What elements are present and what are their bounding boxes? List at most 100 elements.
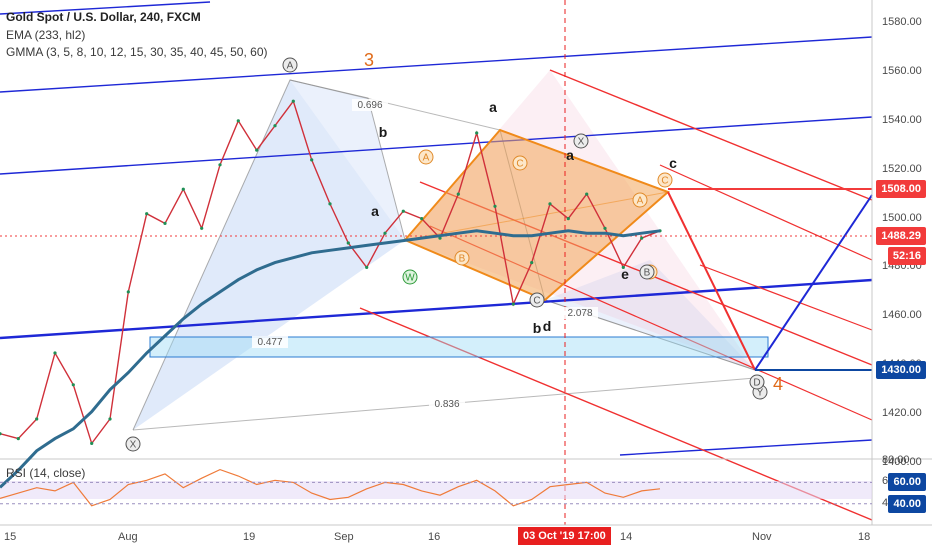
price-tag: 1508.00 [876,180,926,198]
price-point [346,241,350,245]
gray-circled-label: D [749,374,765,390]
time-axis-tick: Sep [334,531,354,543]
price-point [273,124,277,128]
price-point [548,202,552,206]
orange-circled-label: B [454,250,470,266]
price-axis-tick: 1400.00 [882,456,922,468]
rsi-band [0,481,872,499]
price-point [291,99,295,103]
blue-channel-topmost [0,1,211,15]
harmonic-fill-left [133,80,405,430]
rsi-series-line [0,468,661,507]
price-point [145,212,149,216]
annotation-layer: 34ababacedABCABCWXYCDBXA0.6962.0780.4770… [125,50,783,452]
orange-circled-label: C [512,155,528,171]
wave-letter-label: a [489,99,497,115]
wave-letter-label: a [371,203,379,219]
symbol-title[interactable]: Gold Spot / U.S. Dollar, 240, FXCM [6,10,201,24]
ratio-label: 0.696 [352,99,388,111]
svg-text:B: B [459,254,466,265]
series-layer [0,99,872,507]
price-axis-tick: 1420.00 [882,407,922,420]
price-point [401,209,405,213]
gray-circled-label: A [282,57,298,73]
price-point [90,441,94,445]
red-channel-1 [549,69,873,201]
price-axis-tick: 1520.00 [882,162,922,175]
orange-pattern-diag [404,191,669,241]
price-point [255,148,259,152]
price-point [218,163,222,167]
red-channel-6 [699,264,873,331]
elliott-wave-label: 4 [773,374,783,394]
price-point [475,131,479,135]
ratio-label: 0.836 [429,398,465,410]
rsi-legend[interactable]: RSI (14, close) [6,466,86,480]
svg-text:B: B [644,268,651,279]
svg-text:Y: Y [757,388,764,399]
harmonic-fill-mid [290,80,405,240]
ratio-line-top [289,79,501,131]
price-point [236,119,240,123]
gray-circled-label: B [639,264,655,280]
price-point [566,217,570,221]
orange-circled-label: C [657,172,673,188]
svg-text:C: C [661,176,668,187]
price-point [126,290,130,294]
svg-text:D: D [753,378,760,389]
time-axis-tick: Nov [752,531,772,543]
harmonic-fill-right [545,260,755,370]
wave-letter-label: b [533,320,542,336]
gray-circled-label: X [573,133,589,149]
price-point [108,417,112,421]
orange-circled-label: A [632,192,648,208]
price-point [35,417,39,421]
time-axis-tick: 16 [428,531,441,543]
price-axis-tick: 1500.00 [882,211,922,224]
green-circled-label: W [402,269,418,285]
svg-text:0.477: 0.477 [257,337,282,348]
price-point [163,221,167,225]
price-point [640,236,644,240]
svg-text:X: X [578,137,585,148]
blue-channel-bottom [619,439,873,456]
price-point [71,383,75,387]
ema-series-line [0,229,661,489]
red-channel-5 [659,164,873,261]
time-axis-tick: Aug [118,531,138,543]
time-axis-tick: 15 [4,531,17,543]
svg-text:0.696: 0.696 [357,100,382,111]
crosshair-time-tag: 03 Oct '19 17:00 [518,527,611,545]
price-point [603,226,607,230]
ema-legend[interactable]: EMA (233, hl2) [6,28,86,42]
price-axis-tick: 1540.00 [882,113,922,126]
projection-blue [754,194,873,371]
ratio-label: 2.078 [562,307,598,319]
price-axis-tick: 1580.00 [882,16,922,28]
blue-channel-mid [0,278,873,340]
price-point [621,265,625,269]
svg-text:C: C [533,296,540,307]
price-point [16,437,20,441]
svg-text:W: W [405,273,415,284]
price-point [181,187,185,191]
rsi-level-tag: 60.00 [888,473,926,492]
gray-circled-label: C [529,292,545,308]
wave-letter-label: c [669,155,677,171]
drawing-layer [0,0,932,526]
wave-letter-label: a [566,147,574,163]
price-point [53,351,57,355]
time-axis-tick: 14 [620,531,633,543]
projection-red [667,191,756,371]
price-tag: 52:16 [887,247,926,265]
wave-letter-label: b [379,124,388,140]
svg-text:X: X [130,440,137,451]
price-point [493,204,497,208]
gmma-legend[interactable]: GMMA (3, 5, 8, 10, 12, 15, 30, 35, 40, 4… [6,45,268,59]
price-tag: 1488.29 [876,227,926,245]
price-point [0,432,2,436]
support-zone-box [149,336,769,358]
ratio-label: 0.477 [252,336,288,348]
